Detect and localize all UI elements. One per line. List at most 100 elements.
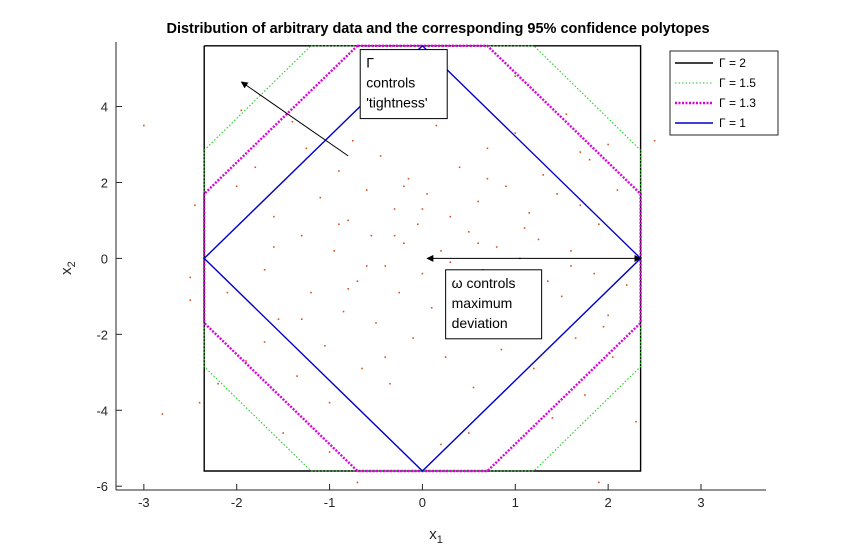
- chart-title: Distribution of arbitrary data and the c…: [166, 21, 709, 37]
- legend-entry: Γ = 1.3: [719, 96, 756, 110]
- scatter-point: [254, 166, 257, 169]
- y-axis-label-main: x: [58, 267, 75, 275]
- scatter-point: [245, 360, 247, 362]
- scatter-point: [263, 341, 266, 343]
- scatter-point: [435, 124, 438, 127]
- series-line-1: [203, 45, 642, 472]
- tightness-arrow: [240, 81, 349, 157]
- scatter-point: [226, 291, 229, 294]
- scatter-point: [546, 280, 549, 282]
- scatter-point: [495, 246, 498, 248]
- scatter-point: [393, 234, 396, 237]
- scatter-point: [342, 310, 345, 313]
- legend-entry: Γ = 1: [719, 116, 746, 130]
- scatter-point: [296, 375, 298, 377]
- scatter-point: [611, 356, 614, 358]
- scatter-point: [560, 295, 563, 298]
- scatter-point: [194, 204, 196, 207]
- scatter-point: [189, 299, 192, 301]
- scatter-point: [273, 246, 275, 248]
- scatter-point: [389, 382, 391, 385]
- scatter-point: [361, 367, 363, 370]
- legend-box: [669, 50, 779, 136]
- scatter-point: [588, 158, 591, 161]
- x-axis-label-sub: 1: [437, 534, 443, 546]
- axes: -3 -2 -1 0 1 2 3 -6 -4 -2 0 2 4: [96, 42, 766, 510]
- scatter-point: [430, 306, 433, 309]
- x-tick-label: -2: [231, 495, 243, 510]
- scatter-point: [598, 481, 600, 484]
- scatter-point: [356, 481, 359, 484]
- y-tick-label: 0: [101, 251, 108, 266]
- scatter-point: [579, 151, 582, 153]
- scatter-point: [477, 242, 479, 245]
- scatter-point: [444, 356, 447, 358]
- scatter-point: [416, 223, 419, 226]
- x-tick-label: -1: [324, 495, 336, 510]
- scatter-point: [486, 177, 489, 180]
- series-line-4: [203, 45, 642, 472]
- scatter-point: [398, 291, 401, 294]
- scatter-point: [449, 261, 452, 264]
- x-tick-label: -3: [138, 495, 150, 510]
- scatter-point: [579, 204, 582, 207]
- x-tick-label: 0: [419, 495, 426, 510]
- scatter-point: [393, 208, 396, 210]
- scatter-point: [347, 219, 349, 222]
- scatter-point: [505, 185, 507, 188]
- annotation-line: ω controls: [452, 275, 516, 291]
- scatter-point: [328, 451, 331, 453]
- scatter-point: [607, 314, 609, 317]
- scatter-point: [426, 193, 428, 195]
- annotation-line: 'tightness': [366, 95, 427, 111]
- scatter-point: [305, 147, 308, 150]
- annotation-line: maximum: [452, 295, 513, 311]
- scatter-point: [375, 322, 377, 324]
- scatter-point: [440, 250, 442, 252]
- scatter-point: [528, 212, 531, 214]
- x-tick-label: 3: [697, 495, 704, 510]
- scatter-point: [319, 196, 322, 199]
- deviation-textbox: ω controls maximum deviation: [445, 269, 543, 340]
- scatter-point: [338, 170, 340, 172]
- scatter-point: [537, 238, 540, 241]
- scatter-point: [458, 166, 461, 169]
- x-tick-label: 1: [512, 495, 519, 510]
- annotation-line: deviation: [452, 315, 508, 331]
- scatter-point: [403, 185, 405, 188]
- scatter-point: [338, 223, 340, 226]
- scatter-point: [189, 276, 192, 279]
- scatter-point: [477, 200, 479, 203]
- tightness-textbox-border: [359, 49, 448, 120]
- scatter-point: [635, 420, 637, 423]
- scatter-point: [273, 215, 275, 218]
- scatter-point: [653, 139, 656, 142]
- scatter-point: [565, 113, 568, 115]
- scatter-point: [533, 367, 535, 370]
- scatter-point: [574, 337, 577, 339]
- y-tick-label: 4: [101, 100, 108, 115]
- scatter-point: [421, 272, 424, 275]
- scatter-point: [240, 109, 243, 112]
- scatter-point: [403, 242, 405, 245]
- scatter-point: [468, 432, 470, 434]
- scatter-point: [523, 227, 526, 229]
- scatter-point: [384, 265, 387, 267]
- scatter-point: [421, 208, 424, 210]
- scatter-point: [235, 185, 238, 188]
- scatter-point: [198, 401, 201, 404]
- annotation-line: controls: [366, 75, 415, 91]
- scatter-point: [472, 386, 475, 389]
- scatter-point: [570, 265, 572, 267]
- y-tick-label: 2: [101, 175, 108, 190]
- legend-entry: Γ = 1.5: [719, 76, 756, 90]
- scatter-point: [351, 139, 354, 142]
- scatter-point: [370, 234, 373, 237]
- scatter-point: [310, 291, 312, 294]
- deviation-textbox-border: [445, 269, 543, 340]
- scatter-point: [468, 231, 470, 233]
- scatter-point: [407, 177, 410, 180]
- scatter-point: [542, 174, 544, 176]
